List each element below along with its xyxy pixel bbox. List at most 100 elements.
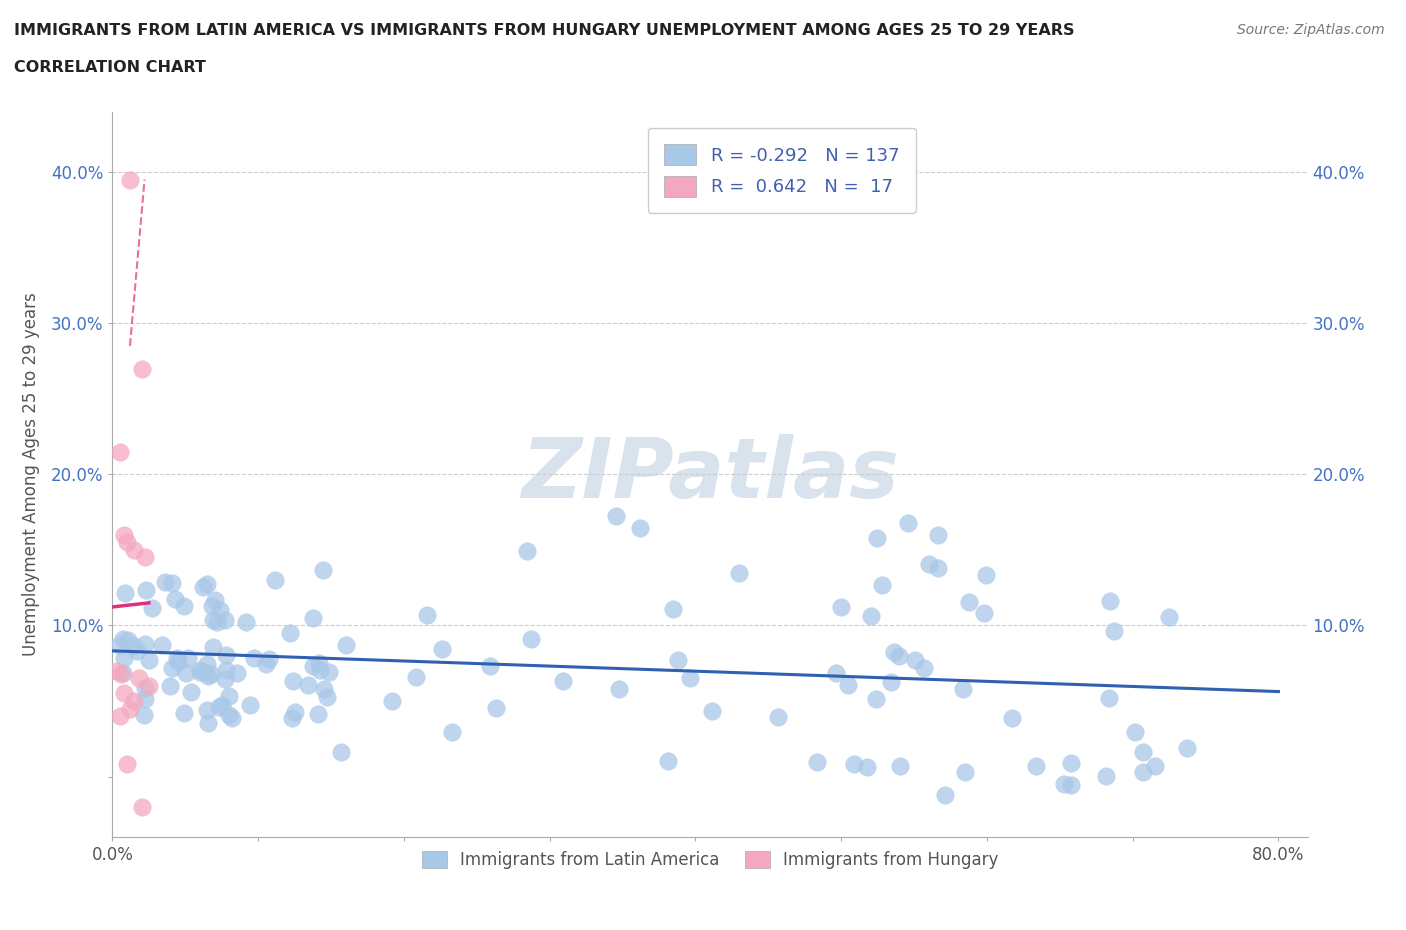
Point [859,609,882,624]
Point [173,599,195,614]
Point [134,550,156,565]
Point [666,652,689,667]
Point [193,664,215,679]
Point [214,613,236,628]
Point [197,715,219,730]
Point [520,631,543,646]
Point [200,667,222,682]
Point [889,758,911,773]
Point [211,698,233,712]
Point [432,642,454,657]
Point [1025,759,1047,774]
Point [174,666,197,681]
Point [479,658,502,673]
Point [1060,755,1083,770]
Point [837,677,859,692]
Point [208,700,231,715]
Point [953,764,976,779]
Point [180,684,202,699]
Point [153,575,176,590]
Point [205,614,228,629]
Point [221,711,243,725]
Point [115,757,138,772]
Point [308,662,330,677]
Point [117,632,139,647]
Point [912,661,935,676]
Point [1144,758,1167,773]
Point [281,673,304,688]
Point [607,682,630,697]
Point [661,602,683,617]
Point [1123,724,1146,739]
Point [302,658,325,673]
Point [150,638,173,653]
Point [842,757,865,772]
Point [214,647,236,662]
Point [1060,777,1083,792]
Point [1098,691,1121,706]
Text: IMMIGRANTS FROM LATIN AMERICA VS IMMIGRANTS FROM HUNGARY UNEMPLOYMENT AMONG AGES: IMMIGRANTS FROM LATIN AMERICA VS IMMIGRA… [14,23,1074,38]
Point [114,585,136,600]
Point [257,652,280,667]
Point [485,700,508,715]
Point [766,710,789,724]
Point [1095,768,1118,783]
Point [927,527,949,542]
Point [516,544,538,559]
Point [195,657,218,671]
Text: ZIPatlas: ZIPatlas [522,433,898,515]
Point [870,578,893,592]
Point [1104,623,1126,638]
Point [307,707,329,722]
Point [177,651,200,666]
Point [934,788,956,803]
Point [208,603,231,618]
Point [1175,740,1198,755]
Point [887,648,910,663]
Point [195,577,218,591]
Point [318,664,340,679]
Point [679,671,702,685]
Y-axis label: Unemployment Among Ages 25 to 29 years: Unemployment Among Ages 25 to 29 years [22,292,39,657]
Point [824,666,846,681]
Point [165,591,187,606]
Point [112,686,135,701]
Point [112,651,135,666]
Point [856,759,879,774]
Point [173,706,195,721]
Point [159,678,181,693]
Text: Source: ZipAtlas.com: Source: ZipAtlas.com [1237,23,1385,37]
Point [131,800,153,815]
Point [134,681,156,696]
Point [108,445,131,459]
Point [904,653,927,668]
Point [700,704,723,719]
Point [218,689,240,704]
Point [118,701,141,716]
Point [112,631,135,646]
Point [160,660,183,675]
Point [122,638,145,653]
Point [134,637,156,652]
Point [1053,777,1076,791]
Point [138,652,160,667]
Point [880,674,903,689]
Point [243,651,266,666]
Point [278,625,301,640]
Point [1132,764,1154,779]
Point [416,608,439,623]
Point [110,666,132,681]
Point [125,644,148,658]
Point [191,580,214,595]
Point [128,671,150,685]
Point [316,689,339,704]
Point [195,702,218,717]
Point [1132,744,1154,759]
Point [218,708,240,723]
Point [806,754,828,769]
Point [263,572,285,587]
Point [201,640,224,655]
Point [440,724,463,739]
Point [628,521,651,536]
Point [927,561,949,576]
